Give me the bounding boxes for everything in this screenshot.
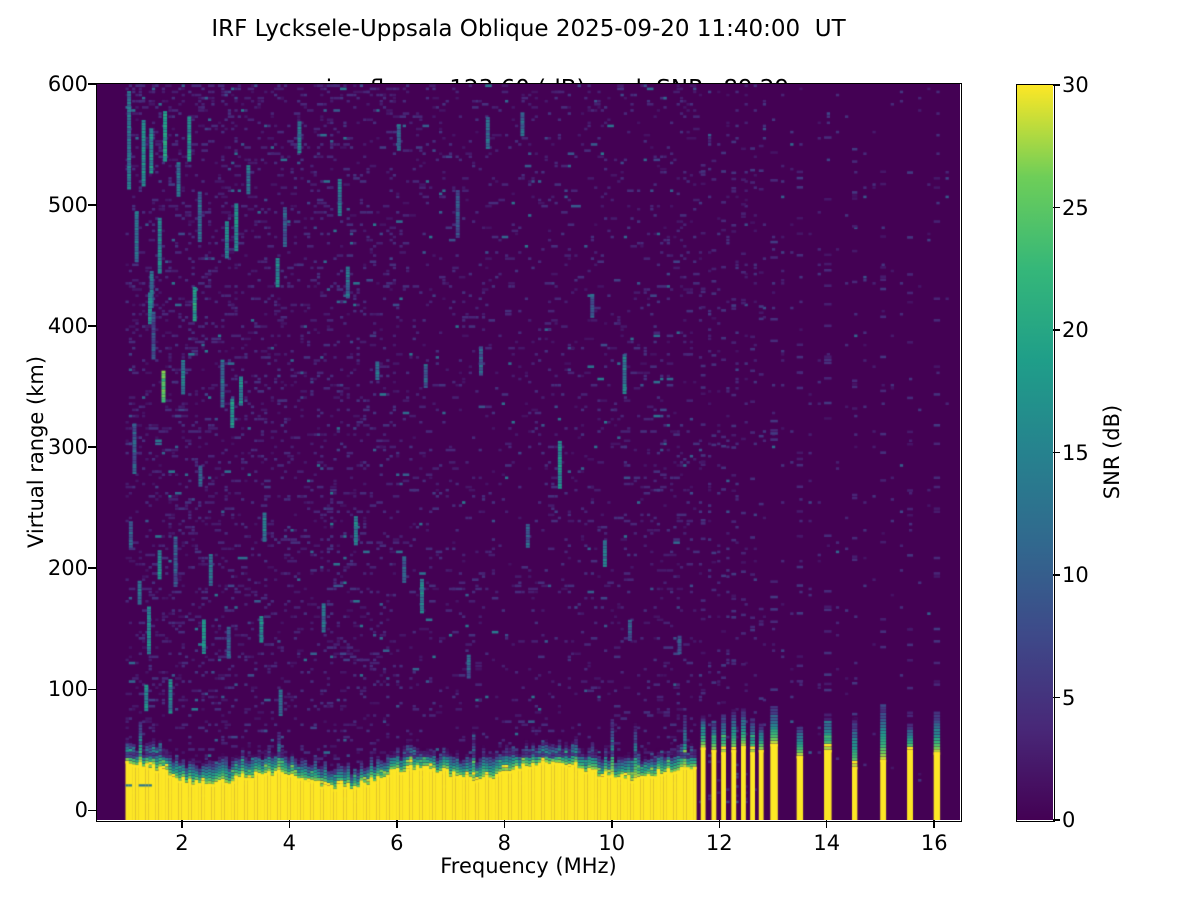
y-axis-label: Virtual range (km) (24, 355, 48, 549)
x-tick-label: 8 (497, 831, 511, 855)
y-tick-label: 0 (74, 798, 88, 823)
x-tick-mark (933, 820, 935, 828)
y-tick-mark (88, 325, 96, 327)
colorbar-tick-mark (1053, 451, 1060, 454)
x-tick-mark (288, 820, 291, 828)
colorbar-frame (1016, 84, 1055, 822)
y-tick-label: 600 (47, 72, 88, 96)
x-tick-mark (825, 820, 828, 828)
x-tick-label: 6 (390, 831, 404, 855)
x-tick-mark (718, 820, 720, 828)
y-tick-mark (88, 688, 96, 690)
heatmap-canvas (97, 84, 960, 820)
colorbar-tick-label: 25 (1062, 195, 1089, 220)
x-tick-label: 4 (282, 831, 297, 855)
x-axis-label: Frequency (MHz) (440, 854, 617, 878)
colorbar-gradient (1017, 85, 1053, 820)
x-tick-label: 2 (175, 831, 189, 855)
y-tick-label: 100 (47, 677, 88, 702)
y-tick-mark (88, 809, 96, 812)
x-tick-label: 16 (920, 831, 948, 855)
y-tick-mark (88, 567, 96, 569)
colorbar-tick-mark (1053, 696, 1060, 699)
colorbar-label: SNR (dB) (1100, 404, 1124, 500)
x-tick-mark (503, 820, 506, 828)
y-tick-label: 400 (47, 314, 88, 339)
y-tick-label: 200 (47, 556, 88, 581)
x-tick-mark (396, 820, 398, 828)
x-tick-label: 14 (813, 831, 841, 855)
y-tick-mark (88, 83, 96, 85)
colorbar-tick-label: 20 (1062, 318, 1089, 342)
colorbar-tick-mark (1053, 329, 1060, 331)
colorbar-tick-mark (1053, 206, 1060, 209)
colorbar-tick-mark (1053, 819, 1060, 821)
colorbar-tick-label: 15 (1062, 440, 1089, 465)
x-tick-label: 12 (705, 831, 733, 855)
plot-frame (96, 83, 962, 822)
y-tick-label: 300 (47, 435, 88, 460)
colorbar-tick-mark (1053, 574, 1060, 576)
y-tick-mark (88, 204, 96, 206)
y-tick-label: 500 (47, 193, 88, 218)
x-tick-mark (611, 820, 613, 828)
chart-title-line1: IRF Lycksele-Uppsala Oblique 2025-09-20 … (211, 16, 846, 42)
colorbar-tick-label: 30 (1062, 73, 1089, 97)
x-tick-mark (181, 820, 183, 828)
y-tick-mark (88, 446, 96, 448)
x-tick-label: 10 (598, 831, 626, 855)
colorbar-tick-label: 5 (1062, 685, 1076, 710)
colorbar-tick-label: 10 (1062, 563, 1089, 587)
colorbar-tick-label: 0 (1062, 808, 1076, 832)
colorbar-tick-mark (1053, 84, 1060, 86)
